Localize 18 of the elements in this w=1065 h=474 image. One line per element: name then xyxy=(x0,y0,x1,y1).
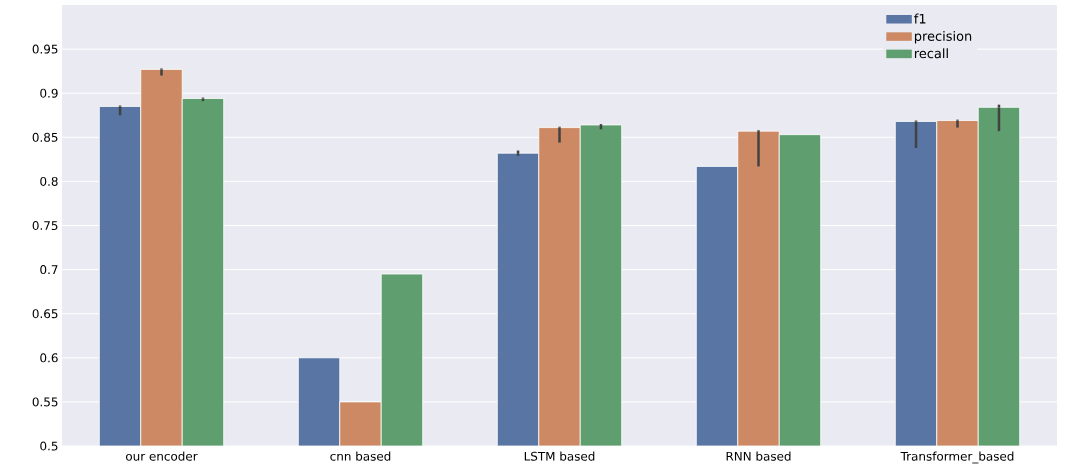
y-tick-label: 0.6 xyxy=(40,353,58,363)
y-tick-label: 0.5 xyxy=(40,441,58,451)
legend-label: f1 xyxy=(914,13,926,24)
x-tick-label: LSTM based xyxy=(524,451,595,461)
x-tick-label: RNN based xyxy=(726,451,791,461)
y-tick-label: 0.9 xyxy=(40,88,58,98)
y-tick-label: 0.95 xyxy=(32,44,58,54)
x-tick-label: our encoder xyxy=(126,451,198,461)
x-tick-label: Transformer_based xyxy=(900,451,1014,464)
legend-label: precision xyxy=(914,30,972,44)
y-tick-label: 0.85 xyxy=(32,132,58,142)
y-tick-label: 0.7 xyxy=(40,265,58,275)
y-tick-label: 0.8 xyxy=(40,176,58,186)
y-tick-label: 0.65 xyxy=(32,309,58,319)
legend-label: recall xyxy=(914,48,948,59)
x-tick-label: cnn based xyxy=(330,451,391,461)
y-tick-label: 0.55 xyxy=(32,397,58,407)
y-tick-label: 0.75 xyxy=(32,220,58,231)
